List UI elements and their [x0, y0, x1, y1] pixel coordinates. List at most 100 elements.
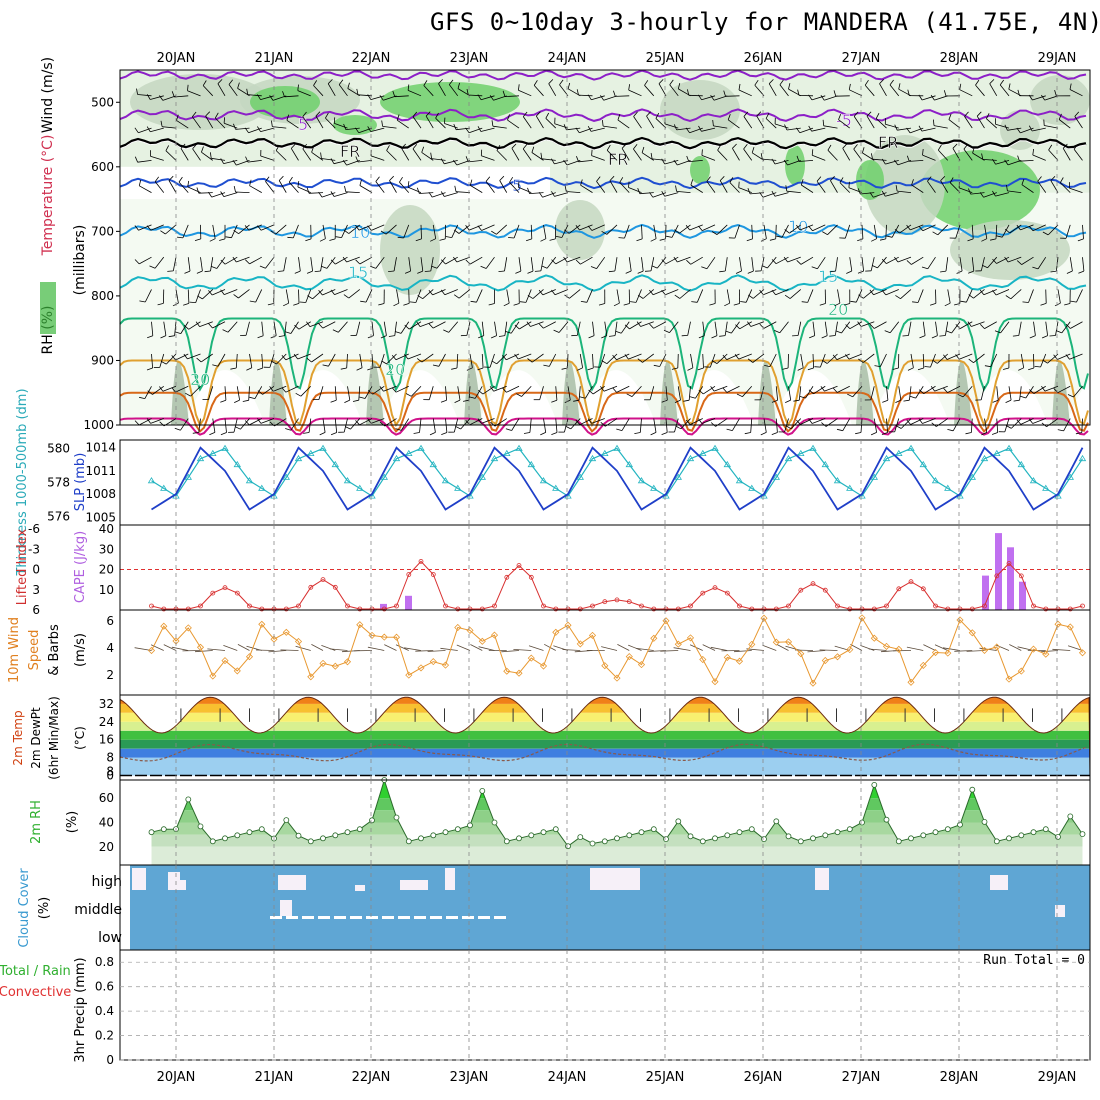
- wind-barb: [653, 321, 667, 329]
- wind-barb-flag: [421, 146, 425, 153]
- date-label-bottom: 20JAN: [157, 1070, 196, 1085]
- wind-barb: [738, 89, 752, 97]
- wind-barb-flag: [650, 432, 657, 436]
- wind-barb-flag: [343, 229, 350, 234]
- contour-label-15: 15: [818, 267, 838, 286]
- wind-barb: [530, 321, 544, 327]
- wind-barb-flag: [404, 324, 410, 330]
- wind-barb-flag: [768, 79, 774, 84]
- thickness-point: [613, 444, 621, 451]
- wind-barb: [701, 155, 716, 161]
- wind-barb: [1007, 190, 1022, 194]
- wind-barb: [909, 159, 924, 162]
- wind-barb-flag: [217, 79, 223, 84]
- wind-barb-flag: [706, 176, 711, 182]
- wind-barb-flag: [606, 144, 611, 151]
- wind-barb-flag: [477, 225, 482, 231]
- wind-label: Wind (m/s): [40, 57, 56, 133]
- wind-barb-flag: [906, 155, 910, 162]
- wind-barb-flag: [540, 432, 546, 436]
- thickness-point: [993, 449, 1001, 456]
- wind-barb-flag: [986, 113, 990, 119]
- pressure-tick: 600: [91, 160, 114, 174]
- wind-barb-flag: [918, 418, 923, 424]
- wind-barb-flag: [894, 124, 898, 131]
- wind-barb-flag: [760, 238, 767, 242]
- wind-barb-flag: [502, 354, 507, 361]
- wind-barb-flag: [697, 367, 704, 371]
- wind-barb-flag: [432, 364, 439, 367]
- wind-barb: [1076, 289, 1083, 303]
- wind-barb-flag: [866, 111, 872, 117]
- wind-barb: [530, 224, 533, 239]
- wind-barb: [519, 321, 532, 330]
- wind-barb: [548, 353, 557, 367]
- wind-barb-flag: [771, 259, 777, 264]
- wind-barb: [335, 256, 348, 265]
- wind-barb: [885, 289, 899, 296]
- wind-barb-flag: [748, 294, 754, 299]
- wind-barb-flag: [579, 396, 586, 399]
- wind-speed-point: [821, 656, 829, 665]
- cloud-mid-gap: [382, 916, 394, 919]
- wind-speed-point: [319, 659, 327, 667]
- wind-barb: [163, 321, 167, 336]
- wind-barb-flag: [596, 176, 601, 182]
- cloud-clear: [132, 868, 146, 890]
- wind-barb: [199, 321, 213, 327]
- wind-barb-flag: [734, 354, 740, 360]
- wind-barb: [765, 118, 777, 129]
- wind-barb: [504, 321, 508, 336]
- wind-barb: [395, 385, 409, 393]
- wind-barb-flag: [661, 190, 666, 197]
- wind-barb: [138, 224, 152, 231]
- lifted-index-point: [418, 559, 424, 564]
- rh-blob: [785, 145, 805, 185]
- wind-barb-flag: [869, 192, 874, 198]
- wind-barb: [386, 150, 397, 161]
- wind-barb-flag: [576, 89, 579, 96]
- wind-barb-flag: [879, 79, 884, 84]
- wind-barb-flag: [882, 399, 889, 403]
- wind-barb: [910, 418, 924, 425]
- wind-barb-flag: [964, 111, 969, 117]
- thickness-point: [1066, 473, 1075, 480]
- date-label-bottom: 22JAN: [352, 1070, 391, 1085]
- lifted-index-point: [528, 574, 534, 580]
- wind-barb: [286, 119, 299, 129]
- wind-barb-flag: [220, 289, 225, 295]
- wind-barb: [432, 321, 446, 329]
- rh-moist-column: [171, 360, 189, 425]
- wind-barb: [628, 257, 632, 272]
- wind-barb-flag: [732, 143, 737, 149]
- wind-barb-flag: [259, 265, 266, 269]
- rh-point: [430, 832, 437, 839]
- wind-barb: [897, 256, 912, 263]
- wind-barb-flag: [386, 145, 390, 151]
- wind-barb-flag: [527, 270, 534, 274]
- wind-speed-point: [711, 678, 719, 686]
- wind-barb: [468, 94, 483, 97]
- wind-barb-flag: [685, 224, 691, 231]
- wind-barb: [217, 83, 226, 97]
- thickness-point: [968, 473, 977, 480]
- wind-barb: [1032, 95, 1046, 101]
- wind-barb: [631, 386, 642, 397]
- wind-barb: [269, 353, 275, 368]
- wind-barb: [1020, 418, 1034, 425]
- contour-label-5: 5: [512, 176, 522, 195]
- wind-barb: [1009, 644, 1022, 651]
- wind-barb-flag: [937, 144, 942, 151]
- wind-barb-flag: [649, 323, 654, 329]
- wind-barb: [1009, 224, 1022, 234]
- wind-barb: [348, 224, 360, 234]
- wind-barb-flag: [754, 79, 759, 86]
- temp-tick: 8: [106, 765, 114, 779]
- wind-barb-flag: [1034, 366, 1041, 368]
- wind-barb: [842, 148, 851, 161]
- lifted-index-point: [1006, 561, 1012, 566]
- wind-barb-flag: [1057, 429, 1064, 432]
- wind-speed-point: [919, 661, 927, 669]
- lifted-index-point: [614, 597, 620, 603]
- wind-barb: [873, 224, 877, 239]
